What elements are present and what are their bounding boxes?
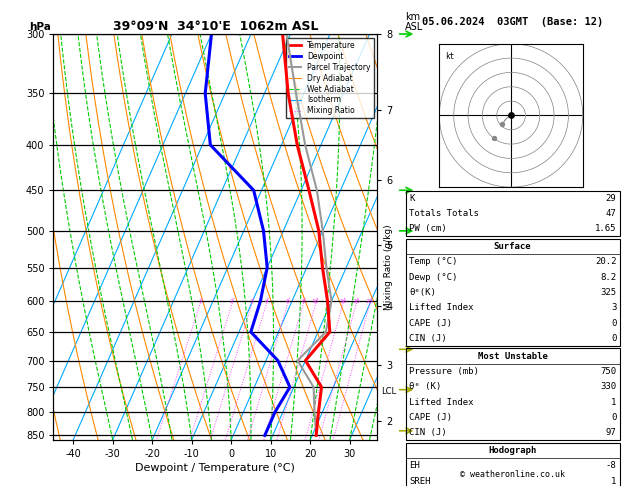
Text: Temp (°C): Temp (°C) bbox=[409, 257, 458, 266]
Text: CAPE (J): CAPE (J) bbox=[409, 413, 452, 422]
Text: 1: 1 bbox=[611, 476, 616, 486]
Text: 10: 10 bbox=[312, 299, 320, 304]
Text: CIN (J): CIN (J) bbox=[409, 334, 447, 343]
Text: Mixing Ratio (g/kg): Mixing Ratio (g/kg) bbox=[384, 225, 392, 310]
Text: 8.2: 8.2 bbox=[600, 273, 616, 282]
Text: 0: 0 bbox=[611, 334, 616, 343]
X-axis label: Dewpoint / Temperature (°C): Dewpoint / Temperature (°C) bbox=[135, 463, 296, 473]
Point bbox=[506, 112, 516, 120]
Text: 0: 0 bbox=[611, 413, 616, 422]
Legend: Temperature, Dewpoint, Parcel Trajectory, Dry Adiabat, Wet Adiabat, Isotherm, Mi: Temperature, Dewpoint, Parcel Trajectory… bbox=[286, 38, 374, 119]
Text: 29: 29 bbox=[606, 193, 616, 203]
Text: kt: kt bbox=[445, 52, 454, 61]
Text: Totals Totals: Totals Totals bbox=[409, 209, 479, 218]
Text: 3: 3 bbox=[611, 303, 616, 312]
Text: 8: 8 bbox=[301, 299, 305, 304]
Text: 1: 1 bbox=[611, 398, 616, 407]
Text: 330: 330 bbox=[600, 382, 616, 391]
Text: Most Unstable: Most Unstable bbox=[477, 351, 548, 361]
Point bbox=[489, 135, 499, 142]
Point bbox=[498, 120, 508, 128]
Text: 20: 20 bbox=[352, 299, 360, 304]
Title: 39°09'N  34°10'E  1062m ASL: 39°09'N 34°10'E 1062m ASL bbox=[113, 20, 318, 33]
Text: K: K bbox=[409, 193, 415, 203]
Text: Lifted Index: Lifted Index bbox=[409, 303, 474, 312]
Text: 4: 4 bbox=[264, 299, 269, 304]
Text: km
ASL: km ASL bbox=[405, 12, 423, 32]
Text: 47: 47 bbox=[606, 209, 616, 218]
Text: 6: 6 bbox=[286, 299, 289, 304]
Text: LCL: LCL bbox=[381, 387, 396, 397]
Text: 16: 16 bbox=[339, 299, 347, 304]
Text: CAPE (J): CAPE (J) bbox=[409, 318, 452, 328]
Text: 325: 325 bbox=[600, 288, 616, 297]
Text: © weatheronline.co.uk: © weatheronline.co.uk bbox=[460, 469, 565, 479]
Text: Surface: Surface bbox=[494, 242, 532, 251]
Text: Dewp (°C): Dewp (°C) bbox=[409, 273, 458, 282]
Text: Hodograph: Hodograph bbox=[489, 446, 537, 455]
Text: PW (cm): PW (cm) bbox=[409, 224, 447, 233]
Text: 97: 97 bbox=[606, 428, 616, 437]
Text: 05.06.2024  03GMT  (Base: 12): 05.06.2024 03GMT (Base: 12) bbox=[422, 17, 603, 27]
Text: Lifted Index: Lifted Index bbox=[409, 398, 474, 407]
Text: EH: EH bbox=[409, 461, 420, 470]
Text: 20.2: 20.2 bbox=[595, 257, 616, 266]
Text: -8: -8 bbox=[606, 461, 616, 470]
Text: 1: 1 bbox=[198, 299, 202, 304]
Text: hPa: hPa bbox=[29, 22, 51, 32]
Text: 2: 2 bbox=[230, 299, 234, 304]
Text: 1.65: 1.65 bbox=[595, 224, 616, 233]
Text: θᵉ (K): θᵉ (K) bbox=[409, 382, 442, 391]
Text: CIN (J): CIN (J) bbox=[409, 428, 447, 437]
Text: 25: 25 bbox=[365, 299, 374, 304]
Text: 3: 3 bbox=[250, 299, 253, 304]
Text: 0: 0 bbox=[611, 318, 616, 328]
Text: SREH: SREH bbox=[409, 476, 431, 486]
Text: Pressure (mb): Pressure (mb) bbox=[409, 367, 479, 376]
Text: 750: 750 bbox=[600, 367, 616, 376]
Text: θᵉ(K): θᵉ(K) bbox=[409, 288, 437, 297]
